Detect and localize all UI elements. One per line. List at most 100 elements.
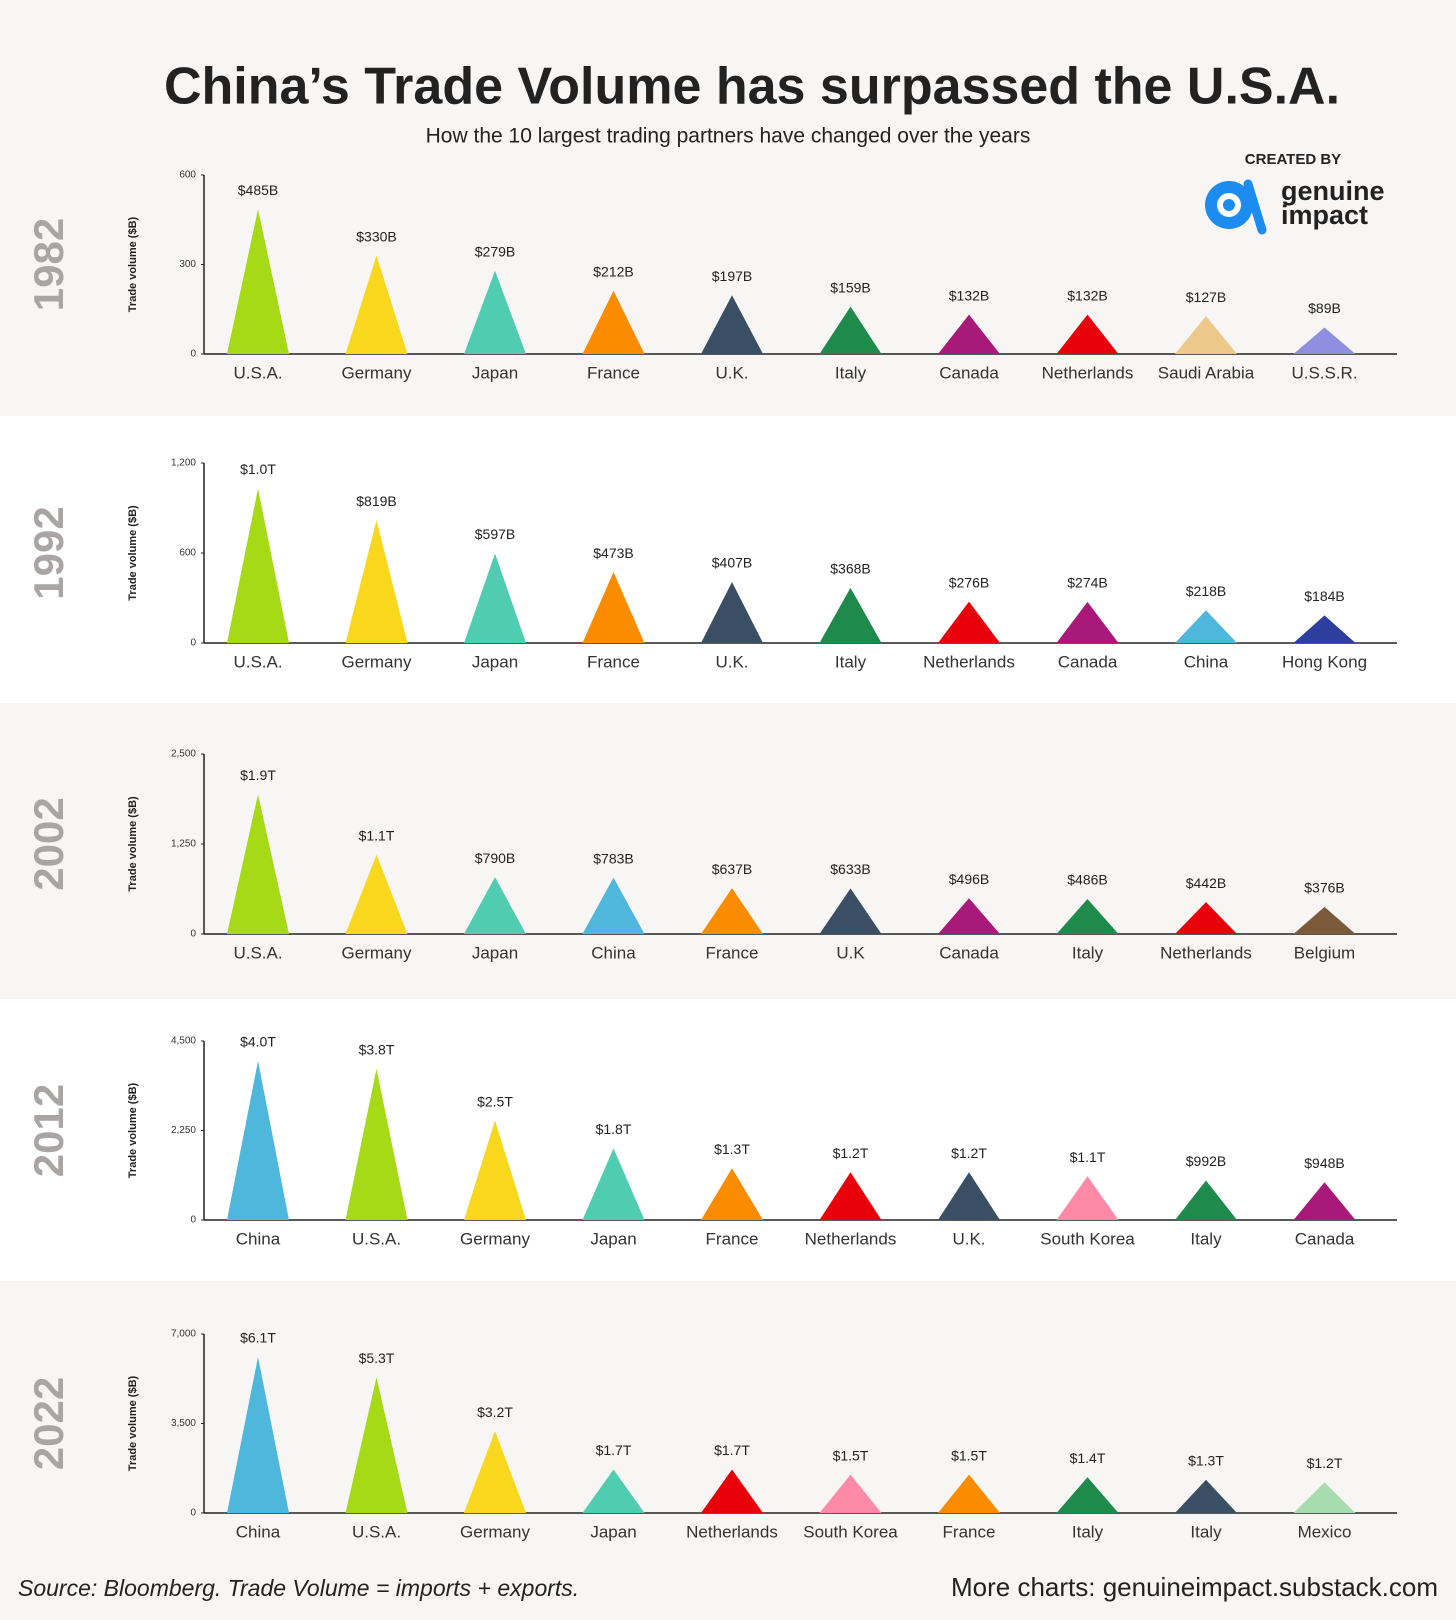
x-tick-label: U.K. [715,652,748,671]
value-label: $637B [712,861,752,877]
triangle-bar [1175,902,1237,934]
x-tick-label: France [706,1229,759,1248]
x-tick-label: Italy [1072,943,1104,962]
year-label: 2012 [25,1084,72,1177]
triangle-bar [464,1431,526,1513]
x-tick-label: Saudi Arabia [1158,363,1255,382]
y-tick-label: 4,500 [171,1036,196,1047]
value-label: $486B [1067,872,1107,888]
x-tick-label: U.S.A. [233,943,282,962]
y-tick-label: 0 [190,349,196,360]
y-tick-label: 1,200 [171,458,196,469]
value-label: $218B [1186,583,1226,599]
value-label: $1.5T [951,1447,987,1463]
triangle-bar [582,572,645,643]
x-tick-label: Japan [590,1522,636,1541]
source: Source: Bloomberg. Trade Volume = import… [18,1575,579,1601]
brand: impact [1281,200,1368,230]
value-label: $89B [1308,300,1341,316]
x-tick-label: Japan [590,1229,636,1248]
value-label: $1.8T [596,1121,632,1137]
triangle-bar [1175,610,1237,643]
x-tick-label: Canada [939,943,999,962]
triangle-bar [345,520,408,643]
triangle-bar [701,888,763,934]
value-label: $992B [1186,1153,1226,1169]
triangle-bar [701,581,763,643]
value-label: $473B [593,545,633,561]
triangle-bar [464,877,526,934]
x-tick-label: China [1184,652,1229,671]
x-tick-label: U.S.A. [233,363,282,382]
x-tick-label: Germany [342,652,412,671]
subtitle: How the 10 largest trading partners have… [426,125,1031,148]
triangle-bar [345,1377,408,1513]
x-tick-label: Germany [342,943,412,962]
value-label: $948B [1304,1155,1344,1171]
created-by: CREATED BY [1245,151,1341,168]
x-tick-label: Japan [472,652,518,671]
panel-bg [0,416,1456,703]
logo-pupil [1223,199,1235,211]
triangle-bar [464,553,526,643]
title: China’s Trade Volume has surpassed the U… [164,58,1340,116]
value-label: $184B [1304,588,1344,604]
x-tick-label: South Korea [803,1522,898,1541]
triangle-bar [1056,601,1119,643]
x-tick-label: Italy [835,363,867,382]
y-tick-label: 7,000 [171,1329,196,1340]
triangle-bar [701,1469,763,1513]
value-label: $127B [1186,289,1226,305]
x-tick-label: Germany [460,1229,530,1248]
value-label: $496B [949,871,989,887]
triangle-bar [582,877,645,934]
x-tick-label: Canada [1058,652,1118,671]
x-tick-label: U.S.A. [352,1229,401,1248]
value-label: $819B [356,493,396,509]
value-label: $1.1T [1070,1149,1106,1165]
value-label: $1.7T [596,1442,632,1458]
y-tick-label: 0 [190,1508,196,1519]
x-tick-label: Netherlands [805,1229,897,1248]
value-label: $407B [712,555,752,571]
x-tick-label: China [591,943,636,962]
triangle-bar [227,794,289,934]
value-label: $376B [1304,880,1344,896]
triangle-bar [345,255,408,354]
x-tick-label: U.K. [715,363,748,382]
x-tick-label: Netherlands [923,652,1015,671]
triangle-bar [1056,1477,1119,1513]
value-label: $597B [475,526,515,542]
x-tick-label: U.S.A. [233,652,282,671]
y-tick-label: 0 [190,638,196,649]
x-tick-label: France [943,1522,996,1541]
logo [1205,179,1267,235]
triangle-bar [227,488,289,643]
triangle-bar [819,1474,882,1513]
value-label: $4.0T [240,1034,276,1050]
value-label: $3.8T [359,1042,395,1058]
y-tick-label: 600 [179,548,196,559]
value-label: $159B [830,279,870,295]
value-label: $790B [475,850,515,866]
triangle-bar [1293,615,1356,643]
triangle-bar [227,209,289,354]
value-label: $132B [949,287,989,303]
year-label: 2022 [25,1377,72,1470]
value-label: $1.7T [714,1442,750,1458]
value-label: $1.2T [833,1145,869,1161]
x-tick-label: China [236,1522,281,1541]
year-label: 2002 [25,797,72,890]
value-label: $368B [830,561,870,577]
x-tick-label: France [587,363,640,382]
more-charts: More charts: genuineimpact.substack.com [951,1572,1438,1602]
triangle-bar [227,1060,289,1220]
x-tick-label: U.S.S.R. [1291,363,1357,382]
triangle-bar [227,1357,289,1513]
value-label: $6.1T [240,1330,276,1346]
x-tick-label: Germany [342,363,412,382]
triangle-bar [819,306,882,354]
value-label: $442B [1186,875,1226,891]
value-label: $1.5T [833,1447,869,1463]
